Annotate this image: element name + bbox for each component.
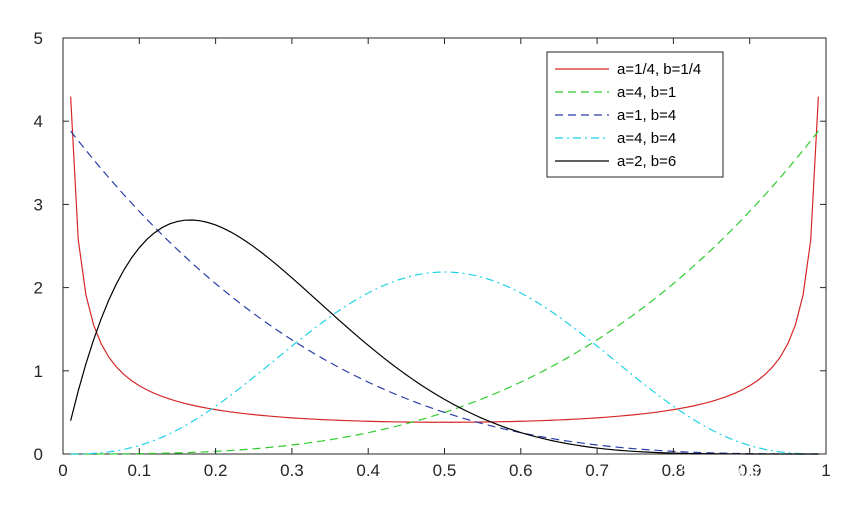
x-tick-label: 1 — [821, 461, 830, 480]
y-tick-label: 1 — [34, 362, 43, 381]
x-tick-label: 0.7 — [585, 461, 609, 480]
y-tick-label: 4 — [34, 112, 43, 131]
legend-label-5: a=2, b=6 — [617, 153, 676, 170]
y-axis-ticks: 0 1 2 3 4 5 — [34, 29, 826, 464]
y-tick-label: 5 — [34, 29, 43, 48]
x-tick-label: 0.3 — [280, 461, 304, 480]
x-tick-label: 0 — [58, 461, 67, 480]
legend-label-4: a=4, b=4 — [617, 130, 676, 147]
watermark: 知乎 @matpij — [680, 459, 810, 483]
x-tick-label: 0.1 — [127, 461, 151, 480]
legend-label-3: a=1, b=4 — [617, 107, 676, 124]
series-line-4 — [70, 271, 819, 455]
legend-label-2: a=4, b=1 — [617, 84, 676, 101]
series-line-5 — [70, 219, 819, 455]
y-tick-label: 0 — [34, 445, 43, 464]
y-tick-label: 3 — [34, 195, 43, 214]
x-tick-label: 0.2 — [204, 461, 228, 480]
legend-label-1: a=1/4, b=1/4 — [617, 61, 701, 78]
x-axis-ticks: 0 0.1 0.2 0.3 0.4 0.5 0.6 0.7 0.8 0.9 1 — [58, 38, 831, 480]
x-tick-label: 0.5 — [433, 461, 457, 480]
x-tick-label: 0.6 — [509, 461, 533, 480]
x-tick-label: 0.9 — [738, 461, 762, 480]
series-line-3 — [70, 130, 819, 455]
x-tick-label: 0.4 — [356, 461, 380, 480]
series-curves — [70, 96, 819, 455]
series-line-1 — [70, 96, 819, 423]
x-tick-label: 0.8 — [662, 461, 686, 480]
y-tick-label: 2 — [34, 279, 43, 298]
legend-box — [546, 51, 724, 178]
legend: a=1/4, b=1/4 a=4, b=1 a=1, b=4 a=4, b=4 a=2,… — [546, 51, 724, 178]
